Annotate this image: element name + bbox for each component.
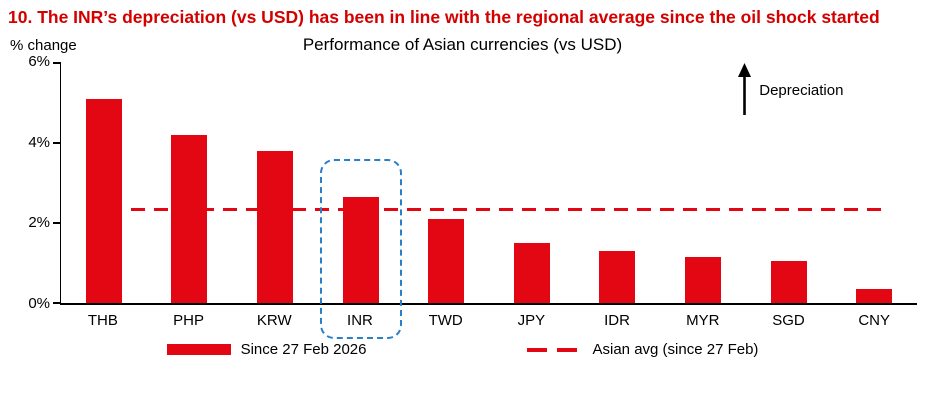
x-label-jpy: JPY — [517, 312, 546, 330]
y-tickmark-4 — [53, 142, 61, 145]
x-label-krw: KRW — [256, 312, 292, 330]
chart-header: % change Performance of Asian currencies… — [8, 35, 917, 59]
bar-cny — [856, 289, 893, 304]
x-label-thb: THB — [87, 312, 118, 330]
legend-item-bar: Since 27 Feb 2026 — [166, 341, 367, 359]
chart-legend: Since 27 Feb 2026 Asian avg (since 27 Fe… — [8, 341, 917, 358]
legend-bar-swatch — [166, 344, 231, 356]
bar-column-inr — [318, 63, 404, 304]
bar-inr — [342, 197, 379, 304]
bar-column-myr — [660, 63, 746, 304]
y-tick-4: 4% — [28, 133, 50, 151]
x-label-idr: IDR — [604, 312, 630, 330]
depreciation-label: Depreciation — [759, 81, 844, 99]
y-tickmark-0 — [53, 302, 61, 305]
depreciation-annotation: Depreciation — [737, 63, 843, 117]
plot-row: 0% 2% 4% 6% Depreciation — [8, 53, 917, 340]
plot-area: Depreciation — [53, 62, 917, 340]
bar-column-krw — [232, 63, 318, 304]
bar-myr — [684, 257, 721, 304]
y-tick-2: 2% — [28, 214, 50, 232]
chart-title: Performance of Asian currencies (vs USD) — [302, 35, 623, 55]
x-label-twd: TWD — [428, 312, 463, 330]
bar-krw — [256, 151, 293, 304]
x-axis-labels-row: THB PHP KRW INR TWD JPY IDR MYR SGD CNY — [60, 312, 917, 329]
bar-column-cny — [831, 63, 917, 304]
x-axis: THB PHP KRW INR TWD JPY IDR MYR SGD CNY — [8, 312, 917, 329]
x-label-myr: MYR — [686, 312, 720, 330]
bar-php — [171, 135, 208, 304]
legend-avg-label: Asian avg (since 27 Feb) — [592, 341, 759, 359]
y-tickmark-6 — [53, 62, 61, 65]
bar-column-thb — [61, 63, 147, 304]
bar-column-idr — [575, 63, 661, 304]
bar-jpy — [513, 243, 550, 304]
up-arrow-icon — [738, 63, 752, 116]
figure-heading: 10. The INR’s depreciation (vs USD) has … — [8, 7, 880, 27]
y-axis-gutter: 0% 2% 4% 6% — [8, 53, 60, 312]
y-tick-6: 6% — [28, 53, 50, 71]
bar-column-php — [147, 63, 233, 304]
legend-bar-label: Since 27 Feb 2026 — [240, 341, 367, 359]
x-label-inr: INR — [347, 312, 373, 330]
x-label-cny: CNY — [858, 312, 891, 330]
legend-item-avg: Asian avg (since 27 Feb) — [526, 341, 759, 359]
x-label-sgd: SGD — [772, 312, 805, 330]
bar-sgd — [770, 261, 807, 304]
bar-thb — [85, 99, 122, 304]
legend-dash-swatch — [526, 347, 583, 352]
asian-currencies-chart: % change Performance of Asian currencies… — [8, 35, 917, 358]
bar-idr — [599, 251, 636, 304]
y-tickmark-2 — [53, 222, 61, 225]
bar-column-twd — [403, 63, 489, 304]
x-label-php: PHP — [173, 312, 204, 330]
bar-column-sgd — [746, 63, 832, 304]
inr-highlight-box — [319, 159, 402, 340]
y-tick-0: 0% — [28, 295, 50, 313]
bar-column-jpy — [489, 63, 575, 304]
y-axis-label: % change — [10, 37, 77, 55]
asian-average-line — [108, 208, 888, 212]
bar-twd — [428, 219, 465, 304]
